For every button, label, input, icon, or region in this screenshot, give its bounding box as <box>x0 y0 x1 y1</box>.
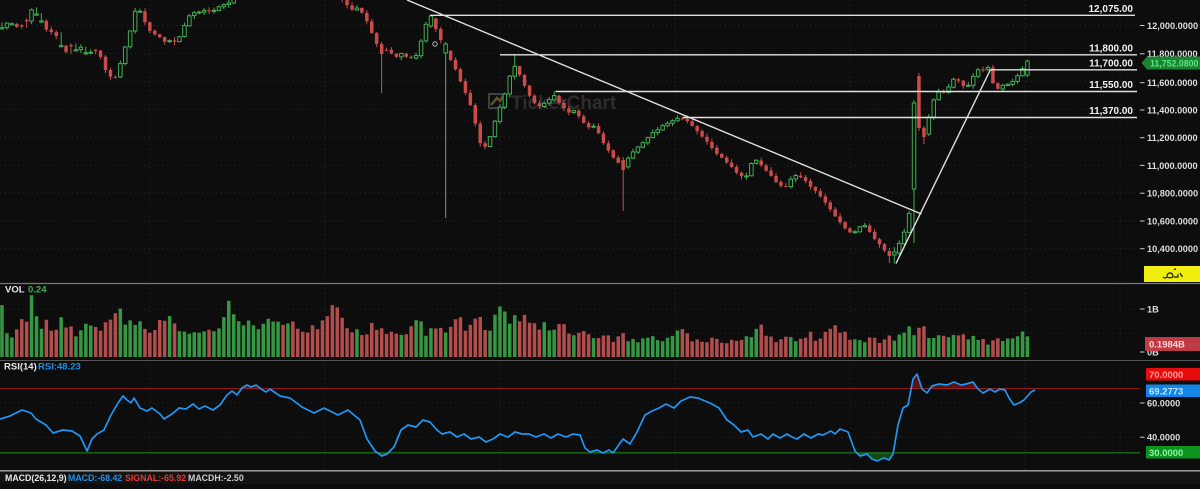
svg-text:11,400.0000: 11,400.0000 <box>1147 105 1198 115</box>
svg-text:10,400.0000: 10,400.0000 <box>1147 244 1198 254</box>
svg-text:RSI(14): RSI(14) <box>4 362 37 373</box>
svg-text:11,000.0000: 11,000.0000 <box>1147 161 1198 171</box>
svg-text:11,550.00: 11,550.00 <box>1089 80 1133 91</box>
svg-text:30.0000: 30.0000 <box>1149 448 1183 459</box>
svg-text:10,600.0000: 10,600.0000 <box>1147 216 1198 226</box>
svg-text:1B: 1B <box>1147 304 1159 314</box>
svg-text:10,800.0000: 10,800.0000 <box>1147 189 1198 199</box>
svg-text:60.0000: 60.0000 <box>1147 398 1180 408</box>
svg-text:70.0000: 70.0000 <box>1149 370 1183 381</box>
svg-text:0B: 0B <box>1147 347 1159 357</box>
svg-text:11,700.00: 11,700.00 <box>1089 58 1133 69</box>
svg-text:0.1984B: 0.1984B <box>1149 340 1185 351</box>
svg-text:RSI:48.23: RSI:48.23 <box>38 362 81 373</box>
svg-text:40.0000: 40.0000 <box>1147 433 1180 443</box>
svg-text:11,752.0800: 11,752.0800 <box>1150 59 1199 69</box>
svg-text:12,075.00: 12,075.00 <box>1089 4 1134 15</box>
svg-text:11,800.0000: 11,800.0000 <box>1147 49 1198 59</box>
svg-text:69.2773: 69.2773 <box>1149 386 1183 397</box>
svg-text:MACD(26,12,9): MACD(26,12,9) <box>5 473 67 483</box>
svg-text:MACD:-68.42: MACD:-68.42 <box>68 473 122 483</box>
svg-text:12,000.0000: 12,000.0000 <box>1147 21 1198 31</box>
svg-text:11,600.0000: 11,600.0000 <box>1147 78 1198 88</box>
svg-text:0.24: 0.24 <box>28 285 47 296</box>
svg-text:VOL: VOL <box>5 285 25 296</box>
svg-text:MACDH:-2.50: MACDH:-2.50 <box>188 473 244 483</box>
svg-text:11,370.00: 11,370.00 <box>1089 106 1133 117</box>
svg-text:SIGNAL:-65.92: SIGNAL:-65.92 <box>125 473 186 483</box>
svg-text:11,200.0000: 11,200.0000 <box>1147 133 1198 143</box>
svg-text:11,800.00: 11,800.00 <box>1089 43 1133 54</box>
